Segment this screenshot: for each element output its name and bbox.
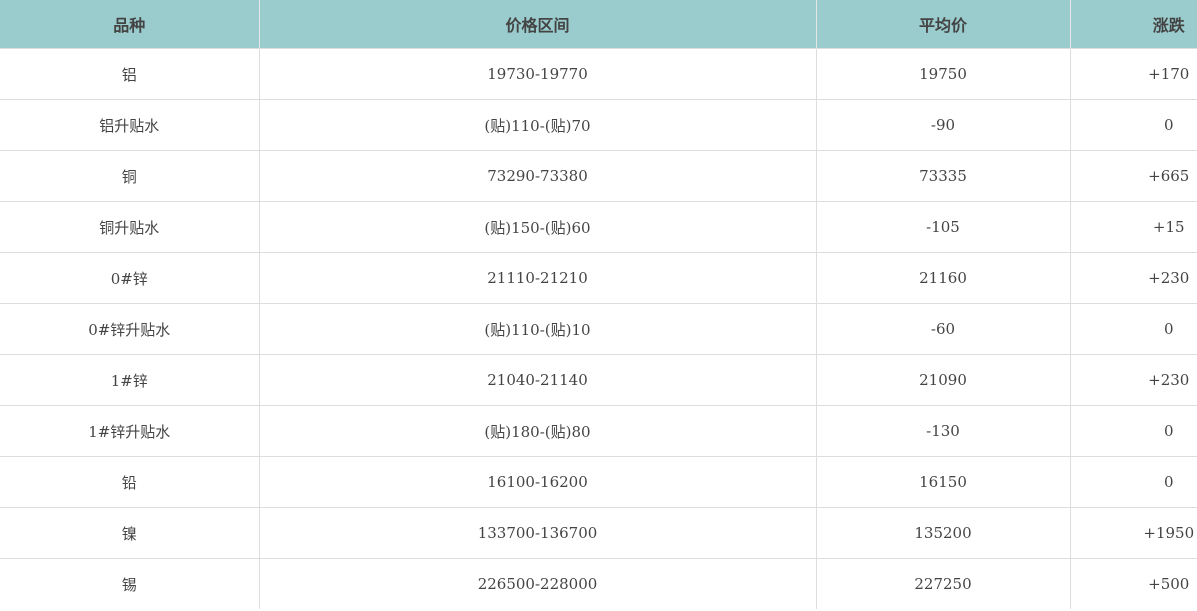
price-range-cell: (贴)180-(贴)80 (259, 405, 817, 457)
variety-cell: 铝 (0, 48, 260, 100)
variety-cell: 0#锌 (0, 252, 260, 304)
price-range-cell: 226500-228000 (259, 558, 817, 609)
change-cell: +665 (1070, 150, 1197, 202)
variety-cell: 锡 (0, 558, 260, 609)
change-cell: 0 (1070, 456, 1197, 508)
table-header-row: 品种 价格区间 平均价 涨跌 (0, 0, 1197, 49)
price-range-cell: 21040-21140 (259, 354, 817, 406)
table-row: 1#锌 21040-21140 21090 +230 (0, 354, 1197, 406)
variety-cell: 0#锌升贴水 (0, 303, 260, 355)
change-cell: 0 (1070, 303, 1197, 355)
table-row: 铜升贴水 (贴)150-(贴)60 -105 +15 (0, 201, 1197, 253)
change-cell: +15 (1070, 201, 1197, 253)
average-price-cell: 73335 (816, 150, 1071, 202)
average-price-cell: 21160 (816, 252, 1071, 304)
average-price-cell: 21090 (816, 354, 1071, 406)
table-row: 铅 16100-16200 16150 0 (0, 456, 1197, 508)
average-price-cell: 19750 (816, 48, 1071, 100)
table-row: 0#锌 21110-21210 21160 +230 (0, 252, 1197, 304)
price-range-cell: (贴)110-(贴)70 (259, 99, 817, 151)
header-change: 涨跌 (1070, 0, 1197, 49)
table-row: 镍 133700-136700 135200 +1950 (0, 507, 1197, 559)
table-row: 铜 73290-73380 73335 +665 (0, 150, 1197, 202)
average-price-cell: 227250 (816, 558, 1071, 609)
variety-cell: 1#锌 (0, 354, 260, 406)
price-range-cell: 19730-19770 (259, 48, 817, 100)
variety-cell: 铜 (0, 150, 260, 202)
change-cell: +170 (1070, 48, 1197, 100)
change-cell: +230 (1070, 252, 1197, 304)
header-variety: 品种 (0, 0, 260, 49)
table-row: 铝 19730-19770 19750 +170 (0, 48, 1197, 100)
variety-cell: 铝升贴水 (0, 99, 260, 151)
change-cell: 0 (1070, 405, 1197, 457)
price-range-cell: (贴)110-(贴)10 (259, 303, 817, 355)
variety-cell: 铅 (0, 456, 260, 508)
average-price-cell: 16150 (816, 456, 1071, 508)
price-range-cell: 21110-21210 (259, 252, 817, 304)
table-row: 1#锌升贴水 (贴)180-(贴)80 -130 0 (0, 405, 1197, 457)
average-price-cell: -90 (816, 99, 1071, 151)
average-price-cell: 135200 (816, 507, 1071, 559)
average-price-cell: -105 (816, 201, 1071, 253)
change-cell: +230 (1070, 354, 1197, 406)
price-range-cell: 133700-136700 (259, 507, 817, 559)
change-cell: +1950 (1070, 507, 1197, 559)
average-price-cell: -60 (816, 303, 1071, 355)
change-cell: 0 (1070, 99, 1197, 151)
table-row: 铝升贴水 (贴)110-(贴)70 -90 0 (0, 99, 1197, 151)
variety-cell: 铜升贴水 (0, 201, 260, 253)
variety-cell: 镍 (0, 507, 260, 559)
table-row: 0#锌升贴水 (贴)110-(贴)10 -60 0 (0, 303, 1197, 355)
variety-cell: 1#锌升贴水 (0, 405, 260, 457)
table-row: 锡 226500-228000 227250 +500 (0, 558, 1197, 609)
price-range-cell: 73290-73380 (259, 150, 817, 202)
average-price-cell: -130 (816, 405, 1071, 457)
header-average-price: 平均价 (816, 0, 1071, 49)
header-price-range: 价格区间 (259, 0, 817, 49)
price-range-cell: (贴)150-(贴)60 (259, 201, 817, 253)
change-cell: +500 (1070, 558, 1197, 609)
price-range-cell: 16100-16200 (259, 456, 817, 508)
